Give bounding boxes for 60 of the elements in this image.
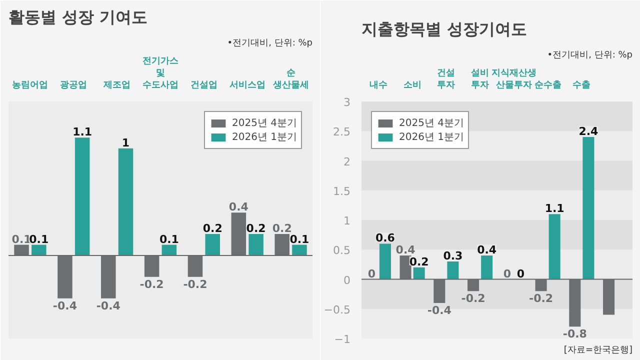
y-tick-label: 0 [344, 274, 350, 287]
x-tick-label: 지식재산생 산물투자 [490, 68, 536, 90]
data-label: -0.8 [562, 328, 587, 341]
data-label: -0.4 [427, 304, 452, 317]
x-tick-label: 광공업 [60, 80, 88, 90]
chart-title: 지출항목별 성장기여도 [362, 20, 528, 38]
y-tick-label: 1.5 [333, 184, 351, 198]
data-label: 0.4 [396, 244, 416, 257]
x-tick-label: 농림어업 [12, 80, 48, 90]
legend-label: 2025년 4분기 [232, 117, 297, 130]
x-tick-label: 내수 [369, 80, 388, 90]
chart-title: 활동별 성장 기여도 [8, 8, 148, 26]
y-tick-label: −0.5 [324, 303, 351, 316]
x-tick-label: 건설업 [190, 80, 218, 90]
data-label: -0.4 [52, 299, 78, 312]
legend-label: 2026년 1분기 [399, 131, 464, 144]
data-label: 0.4 [228, 200, 249, 214]
data-label: -0.2 [529, 292, 554, 306]
data-label: 1.1 [544, 202, 564, 216]
x-tick-label: 제조업 [102, 80, 131, 90]
data-label: -0.2 [183, 278, 208, 291]
data-label: 0 [516, 267, 525, 280]
data-label: 1 [122, 136, 130, 150]
text: •전기대비, 단위: %p [547, 50, 633, 60]
data-label: 0 [368, 267, 376, 280]
data-label: 0.2 [409, 255, 429, 268]
y-tick-label: 3 [344, 96, 350, 109]
data-label: -0.2 [140, 278, 164, 291]
text: •전기대비, 단위: %p [227, 38, 313, 48]
text: [자료=한국은행] [564, 346, 633, 356]
legend-label: 2026년 1분기 [232, 131, 297, 144]
x-tick-label: 서비스업 [229, 80, 266, 90]
data-label: 0.1 [12, 232, 32, 246]
x-tick-label: 설비 투자 [471, 68, 490, 90]
y-tick-label: 2.5 [333, 126, 351, 139]
x-tick-label: 전기가스 및 수도사업 [142, 56, 178, 90]
data-label: 0.4 [477, 244, 497, 257]
data-label: 2.4 [578, 125, 599, 138]
x-tick-label: 건설 투자 [437, 68, 456, 90]
data-label: 0.1 [159, 232, 179, 246]
x-tick-label: 소비 [403, 80, 422, 90]
data-label: 0.1 [29, 232, 49, 246]
x-tick-label: 수출 [572, 80, 591, 90]
y-tick-label: 2 [344, 155, 350, 168]
data-label: 0.2 [202, 222, 222, 236]
legend-label: 2025년 4분기 [399, 117, 464, 130]
y-tick-label: 0.5 [333, 244, 351, 258]
data-label: 0.1 [290, 232, 310, 246]
x-tick-label: 순수출 [534, 80, 562, 90]
data-label: -0.2 [461, 292, 486, 306]
data-label: 0.6 [375, 232, 396, 245]
data-label: 1.1 [72, 126, 92, 139]
data-label: 0.2 [272, 222, 292, 236]
y-tick-label: −1 [334, 333, 351, 346]
data-label: 0 [503, 267, 512, 280]
y-tick-label: 1 [344, 214, 350, 228]
data-label: 0.2 [246, 222, 266, 236]
data-label: 0.3 [443, 249, 463, 262]
x-tick-label: 순 생산물세 [272, 68, 309, 90]
data-label: -0.4 [96, 299, 121, 312]
